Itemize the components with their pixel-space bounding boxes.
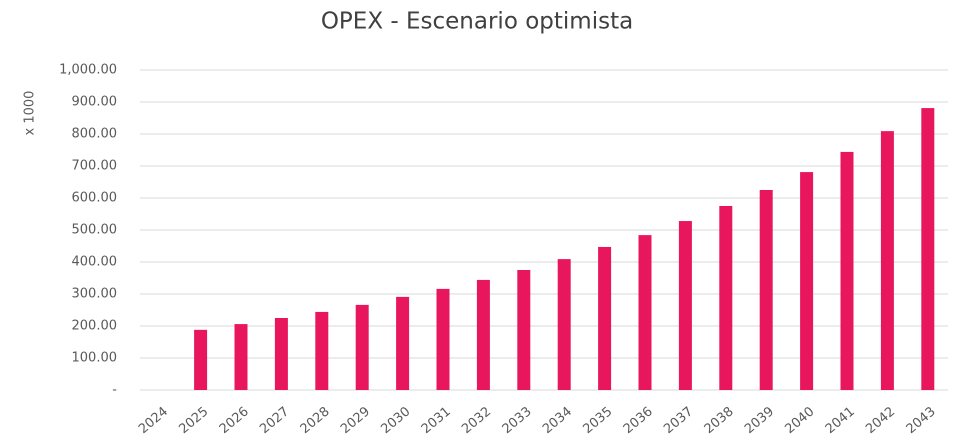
- y-tick-label: 600.00: [72, 191, 118, 206]
- y-tick-label: 200.00: [72, 319, 118, 334]
- x-tick-label: 2036: [621, 404, 656, 437]
- bar: [234, 324, 248, 390]
- bar: [194, 329, 208, 390]
- chart-title: OPEX - Escenario optimista: [321, 9, 633, 35]
- x-tick-label: 2038: [702, 404, 737, 437]
- y-tick-label: 400.00: [72, 255, 118, 270]
- bar: [921, 108, 935, 390]
- x-tick-label: 2042: [863, 404, 898, 437]
- bar: [598, 246, 612, 390]
- x-tick-label: 2040: [782, 404, 817, 437]
- bar: [557, 259, 571, 390]
- bar: [436, 288, 450, 390]
- bar: [800, 172, 814, 390]
- x-tick-label: 2027: [257, 404, 292, 437]
- x-tick-label: 2041: [823, 404, 858, 437]
- bar: [719, 206, 733, 390]
- bar: [355, 304, 369, 390]
- x-tick-label: 2033: [500, 404, 535, 437]
- x-tick-label: 2030: [378, 404, 413, 437]
- x-tick-label: 2031: [419, 404, 454, 437]
- x-tick-label: 2037: [661, 404, 696, 437]
- y-tick-label: 500.00: [72, 223, 118, 238]
- x-tick-label: 2034: [540, 404, 575, 437]
- y-tick-label: 1,000.00: [59, 63, 117, 78]
- y-tick-label: 300.00: [72, 287, 118, 302]
- bar: [315, 311, 329, 390]
- x-tick-label: 2026: [217, 404, 252, 437]
- bar: [880, 131, 894, 390]
- bar: [476, 279, 490, 390]
- y-tick-label: 800.00: [72, 127, 118, 142]
- x-tick-label: 2024: [136, 404, 171, 437]
- bar: [517, 270, 531, 390]
- bar: [274, 318, 288, 390]
- x-tick-label: 2029: [338, 404, 373, 437]
- x-tick-label: 2035: [580, 404, 615, 437]
- x-tick-label: 2039: [742, 404, 777, 437]
- x-tick-label: 2043: [904, 404, 939, 437]
- bar: [638, 235, 652, 390]
- bar: [840, 151, 854, 390]
- bar: [678, 221, 692, 390]
- x-tick-label: 2028: [298, 404, 333, 437]
- bar: [759, 190, 773, 390]
- y-axis-label: x 1000: [23, 91, 38, 136]
- bar: [396, 296, 410, 390]
- x-tick-label: 2025: [176, 404, 211, 437]
- y-tick-label: 900.00: [72, 95, 118, 110]
- y-tick-label: 700.00: [72, 159, 118, 174]
- y-tick-label: -: [112, 383, 117, 398]
- y-tick-label: 100.00: [72, 351, 118, 366]
- x-tick-label: 2032: [459, 404, 494, 437]
